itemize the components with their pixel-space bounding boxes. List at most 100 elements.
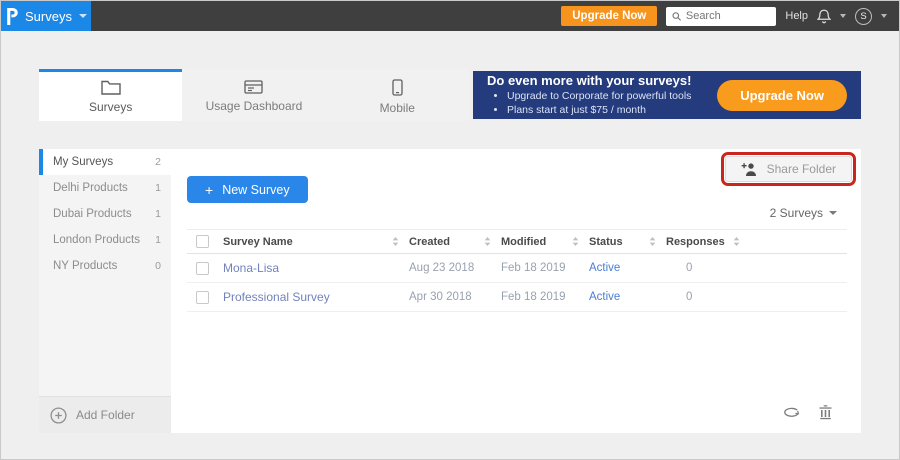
surveys-panel: Share Folder + New Survey 2 Surveys Surv…	[171, 149, 861, 433]
banner-upgrade-button[interactable]: Upgrade Now	[717, 79, 847, 111]
sidebar-item-delhi-products[interactable]: Delhi Products 1	[39, 175, 171, 201]
share-folder-button[interactable]: Share Folder	[724, 156, 852, 182]
survey-count-dropdown[interactable]: 2 Surveys	[770, 206, 837, 220]
search-icon	[672, 11, 682, 21]
select-all-checkbox[interactable]	[196, 235, 209, 248]
mobile-phone-icon	[392, 78, 403, 96]
notifications-bell-icon[interactable]	[817, 9, 831, 24]
banner-title: Do even more with your surveys!	[487, 73, 692, 88]
header-label: Created	[409, 235, 450, 248]
table-footer-actions	[783, 405, 833, 420]
upgrade-banner: Do even more with your surveys! Upgrade …	[473, 71, 861, 119]
modified-date: Feb 18 2019	[501, 291, 566, 303]
header-survey-name: Survey Name	[223, 236, 409, 248]
created-date: Apr 30 2018	[409, 291, 472, 303]
sort-icon[interactable]	[572, 237, 579, 246]
annotation-highlight-box: Share Folder	[720, 152, 856, 186]
help-link[interactable]: Help	[785, 10, 808, 22]
survey-name-link[interactable]: Professional Survey	[223, 290, 330, 304]
plus-circle-icon	[50, 406, 67, 424]
tab-bar: Surveys Usage Dashboard Mobile	[39, 69, 469, 121]
row-checkbox[interactable]	[196, 290, 209, 304]
header-label: Survey Name	[223, 235, 293, 248]
app-title: Surveys	[25, 8, 72, 24]
dashboard-icon	[244, 80, 264, 94]
banner-bullets: Upgrade to Corporate for powerful tools …	[507, 89, 691, 117]
folder-count: 2	[155, 156, 161, 168]
survey-name-link[interactable]: Mona-Lisa	[223, 261, 280, 275]
banner-bullet: Plans start at just $75 / month	[507, 103, 691, 117]
header-label: Status	[589, 235, 623, 248]
share-person-icon	[741, 162, 756, 176]
chevron-down-icon	[829, 211, 837, 215]
folder-label: Dubai Products	[53, 208, 132, 220]
responses-count: 0	[686, 262, 693, 274]
add-folder-label: Add Folder	[76, 408, 135, 422]
top-bar: Surveys Upgrade Now Help S	[1, 1, 899, 31]
tab-surveys[interactable]: Surveys	[39, 69, 183, 121]
status-badge[interactable]: Active	[589, 262, 621, 274]
chevron-down-icon	[78, 14, 87, 18]
modified-date: Feb 18 2019	[501, 262, 566, 274]
survey-count-label: 2 Surveys	[769, 206, 823, 220]
folder-label: London Products	[53, 234, 140, 246]
search-box[interactable]	[666, 6, 777, 26]
banner-text: Do even more with your surveys! Upgrade …	[487, 73, 691, 117]
folders-sidebar: My Surveys 2 Delhi Products 1 Dubai Prod…	[39, 149, 171, 433]
folder-label: NY Products	[53, 260, 118, 272]
tab-label: Mobile	[379, 100, 415, 115]
tab-label: Surveys	[88, 99, 133, 114]
folder-count: 1	[155, 182, 161, 194]
tabs-banner-row: Surveys Usage Dashboard Mobile Do even m…	[39, 69, 861, 121]
user-avatar[interactable]: S	[855, 7, 872, 25]
account-chevron-icon[interactable]	[881, 14, 887, 18]
add-folder-button[interactable]: Add Folder	[39, 396, 171, 433]
folder-icon	[100, 80, 121, 95]
header-created: Created	[409, 236, 501, 248]
banner-bullet: Upgrade to Corporate for powerful tools	[507, 89, 691, 103]
created-date: Aug 23 2018	[409, 262, 475, 274]
sidebar-item-london-products[interactable]: London Products 1	[39, 227, 171, 253]
sidebar-item-dubai-products[interactable]: Dubai Products 1	[39, 201, 171, 227]
table-row: Mona-Lisa Aug 23 2018 Feb 18 2019 Active…	[187, 254, 847, 283]
topbar-upgrade-button[interactable]: Upgrade Now	[561, 6, 658, 26]
table-row: Professional Survey Apr 30 2018 Feb 18 2…	[187, 283, 847, 312]
status-badge[interactable]: Active	[589, 291, 621, 303]
header-status: Status	[589, 236, 666, 248]
row-checkbox[interactable]	[196, 261, 209, 275]
content-area: My Surveys 2 Delhi Products 1 Dubai Prod…	[39, 149, 861, 433]
new-survey-label: New Survey	[222, 182, 290, 197]
surveys-table: Survey Name Created Modified Status	[187, 229, 847, 312]
folder-label: My Surveys	[53, 156, 114, 168]
sidebar-item-ny-products[interactable]: NY Products 0	[39, 253, 171, 279]
notifications-chevron-icon[interactable]	[840, 14, 846, 18]
table-header-row: Survey Name Created Modified Status	[187, 229, 847, 254]
share-folder-label: Share Folder	[766, 162, 836, 176]
trash-icon[interactable]	[818, 405, 833, 420]
header-label: Modified	[501, 235, 547, 248]
sidebar-item-my-surveys[interactable]: My Surveys 2	[39, 149, 171, 175]
tab-label: Usage Dashboard	[205, 99, 303, 113]
restore-icon[interactable]	[783, 406, 801, 419]
plus-icon: +	[205, 181, 214, 198]
new-survey-button[interactable]: + New Survey	[187, 176, 308, 203]
folder-count: 1	[155, 208, 161, 220]
tab-mobile[interactable]: Mobile	[325, 69, 469, 121]
topbar-actions: Upgrade Now Help S	[561, 6, 899, 26]
header-label: Responses	[666, 235, 725, 248]
search-input[interactable]	[685, 10, 771, 22]
proprofs-logo-icon	[7, 7, 18, 25]
sort-icon[interactable]	[733, 237, 740, 246]
header-modified: Modified	[501, 236, 589, 248]
brand-menu[interactable]: Surveys	[1, 1, 91, 31]
folder-count: 1	[155, 234, 161, 246]
tab-usage-dashboard[interactable]: Usage Dashboard	[182, 69, 326, 121]
sort-icon[interactable]	[392, 237, 399, 246]
folder-count: 0	[155, 260, 161, 272]
folder-label: Delhi Products	[53, 182, 128, 194]
sort-icon[interactable]	[649, 237, 656, 246]
responses-count: 0	[686, 291, 693, 303]
sort-icon[interactable]	[484, 237, 491, 246]
header-responses: Responses	[666, 236, 847, 248]
